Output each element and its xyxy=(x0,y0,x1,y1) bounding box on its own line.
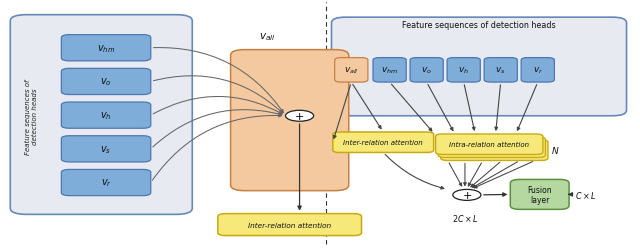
Text: $v_{o}$: $v_{o}$ xyxy=(421,65,432,76)
FancyBboxPatch shape xyxy=(510,180,569,210)
Text: $v_{r}$: $v_{r}$ xyxy=(532,65,543,76)
FancyBboxPatch shape xyxy=(230,50,349,191)
Text: $v_{hm}$: $v_{hm}$ xyxy=(381,65,398,76)
FancyBboxPatch shape xyxy=(447,58,480,83)
Text: $v_{all}$: $v_{all}$ xyxy=(259,31,275,42)
Text: Inter-relation attention: Inter-relation attention xyxy=(248,222,332,228)
Text: $v_{s}$: $v_{s}$ xyxy=(100,143,111,155)
FancyBboxPatch shape xyxy=(441,140,548,161)
Text: Intra-relation attention: Intra-relation attention xyxy=(449,142,529,148)
Text: $C\times L$: $C\times L$ xyxy=(575,189,597,200)
Text: Feature sequences of
detection heads: Feature sequences of detection heads xyxy=(25,79,38,154)
Text: $v_{h}$: $v_{h}$ xyxy=(100,110,112,122)
Text: Feature sequences of detection heads: Feature sequences of detection heads xyxy=(402,21,556,30)
Text: $v_{hm}$: $v_{hm}$ xyxy=(97,43,115,54)
FancyBboxPatch shape xyxy=(10,16,192,214)
Text: $v_{h}$: $v_{h}$ xyxy=(458,65,469,76)
FancyBboxPatch shape xyxy=(61,36,151,62)
FancyBboxPatch shape xyxy=(410,58,444,83)
FancyBboxPatch shape xyxy=(61,136,151,162)
FancyBboxPatch shape xyxy=(218,214,362,236)
Text: $N$: $N$ xyxy=(551,144,559,155)
FancyBboxPatch shape xyxy=(521,58,554,83)
FancyBboxPatch shape xyxy=(332,18,627,116)
FancyBboxPatch shape xyxy=(335,58,368,83)
Text: $v_{o}$: $v_{o}$ xyxy=(100,76,112,88)
Text: $+$: $+$ xyxy=(462,190,472,200)
FancyBboxPatch shape xyxy=(61,102,151,129)
FancyBboxPatch shape xyxy=(61,170,151,196)
Circle shape xyxy=(285,111,314,122)
FancyBboxPatch shape xyxy=(333,132,434,153)
FancyBboxPatch shape xyxy=(438,138,545,158)
Text: Fusion
layer: Fusion layer xyxy=(527,185,552,204)
Text: $2C\times L$: $2C\times L$ xyxy=(452,212,479,223)
FancyBboxPatch shape xyxy=(61,69,151,95)
Text: $v_{r}$: $v_{r}$ xyxy=(100,177,111,189)
FancyBboxPatch shape xyxy=(436,134,543,155)
Text: $+$: $+$ xyxy=(294,111,305,122)
FancyBboxPatch shape xyxy=(484,58,517,83)
Text: $v_{all}$: $v_{all}$ xyxy=(344,65,358,76)
Text: $v_{s}$: $v_{s}$ xyxy=(495,65,506,76)
Text: Inter-relation attention: Inter-relation attention xyxy=(343,140,423,146)
Circle shape xyxy=(453,190,481,200)
FancyBboxPatch shape xyxy=(373,58,406,83)
